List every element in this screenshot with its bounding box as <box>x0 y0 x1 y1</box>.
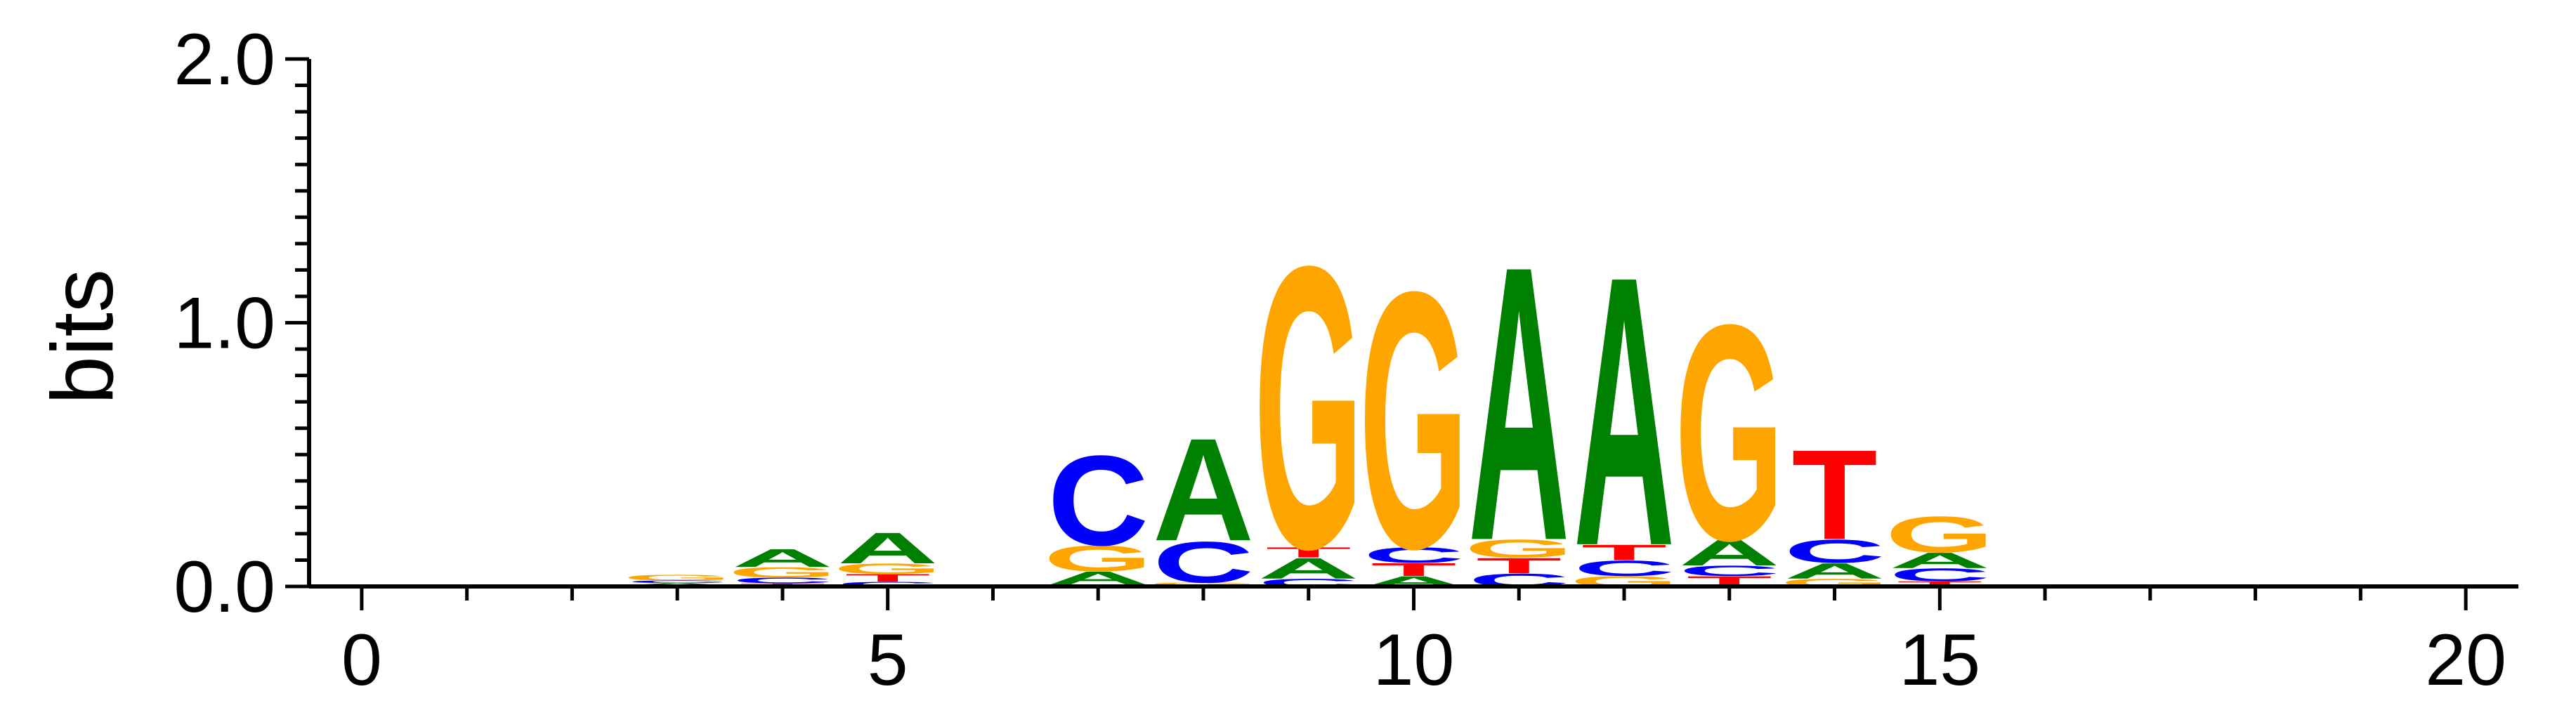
y-tick-label: 1.0 <box>174 283 275 365</box>
y-tick-label: 0.0 <box>174 546 275 628</box>
x-tick-label: 15 <box>1899 619 1980 701</box>
logo-letter-G-pos-10: G <box>1359 216 1468 624</box>
x-tick-label: 5 <box>868 619 908 701</box>
x-tick-label: 0 <box>341 619 382 701</box>
y-tick-label: 2.0 <box>174 19 275 100</box>
logo-letter-G-pos-13: G <box>1675 261 1784 605</box>
logo-letter-A-pos-5: A <box>837 524 939 573</box>
logo-letter-A-pos-8: A <box>1153 408 1254 572</box>
logo-letter-T-pos-14: T <box>1792 423 1878 566</box>
logo-letter-G-pos-3: G <box>623 573 732 582</box>
x-tick-label: 20 <box>2425 619 2506 701</box>
logo-letter-G-pos-9: G <box>1254 183 1363 633</box>
logo-letter-A-pos-12: A <box>1574 197 1675 626</box>
y-axis-label: bits <box>34 269 131 405</box>
logo-letter-G-pos-15: G <box>1885 506 1994 563</box>
logo-letter-A-pos-11: A <box>1468 185 1569 622</box>
x-tick-label: 10 <box>1373 619 1455 701</box>
logo-letter-A-pos-4: A <box>732 544 833 572</box>
logo-letter-C-pos-7: C <box>1047 429 1149 572</box>
